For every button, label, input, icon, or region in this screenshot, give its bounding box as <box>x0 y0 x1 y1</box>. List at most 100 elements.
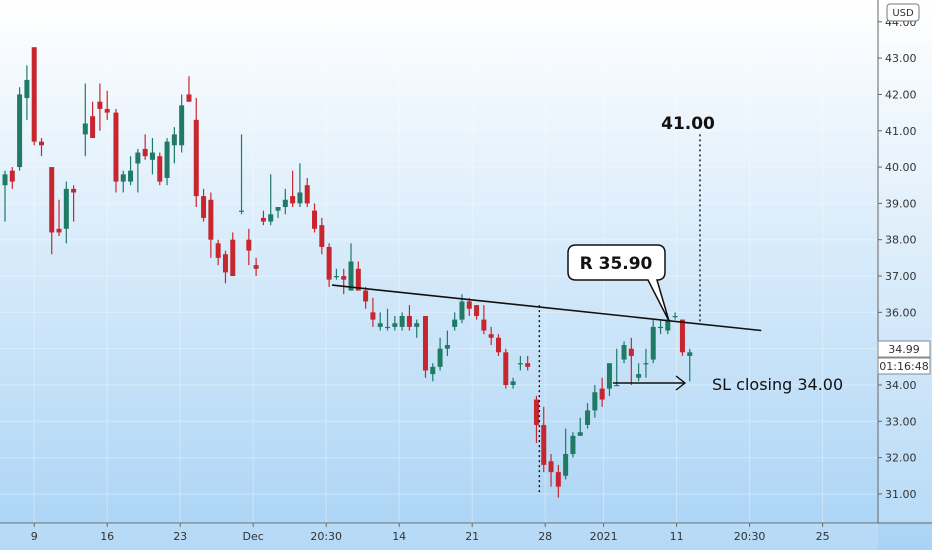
candle <box>606 363 612 396</box>
candle <box>437 337 443 371</box>
candle-body <box>679 319 685 353</box>
candle <box>71 185 77 222</box>
candle <box>650 319 656 364</box>
candle-body <box>326 246 332 280</box>
y-tick-label: 41.00 <box>885 125 917 138</box>
candle <box>24 65 30 120</box>
candle-body <box>481 319 487 331</box>
time-scale[interactable] <box>0 523 878 550</box>
candle-body <box>63 188 69 229</box>
candle <box>599 377 605 407</box>
candle-body <box>563 453 569 476</box>
candle-body <box>517 363 523 365</box>
candle <box>510 377 516 389</box>
candle-body <box>268 214 274 222</box>
countdown-label: 01:16:48 <box>879 360 928 373</box>
candle <box>621 341 627 364</box>
candle-body <box>193 119 199 197</box>
candle-body <box>17 94 23 168</box>
candle <box>297 163 303 208</box>
price-scale[interactable] <box>878 0 932 523</box>
candle <box>333 268 339 280</box>
candle-body <box>585 410 591 425</box>
candle <box>563 428 569 480</box>
y-tick-label: 43.00 <box>885 52 917 65</box>
resistance-label: R 35.90 <box>580 254 653 274</box>
candle-body <box>452 319 458 327</box>
candle <box>319 217 325 255</box>
candle-body <box>142 148 148 157</box>
candle-body <box>179 105 185 146</box>
candle-body <box>474 305 480 316</box>
stop-loss-label: SL closing 34.00 <box>712 375 843 394</box>
candle <box>444 330 450 356</box>
candle-body <box>120 174 126 182</box>
x-tick-label: 2021 <box>590 530 618 543</box>
candle <box>687 348 693 382</box>
candle-body <box>628 348 634 356</box>
x-tick-label: 16 <box>100 530 114 543</box>
candle <box>17 87 23 171</box>
x-tick-label: 11 <box>670 530 684 543</box>
candle-body <box>406 315 412 327</box>
candle-body <box>2 174 8 186</box>
candle-body <box>459 301 465 320</box>
x-tick-label: 21 <box>465 530 479 543</box>
target-price-label: 41.00 <box>661 114 715 134</box>
candle <box>399 312 405 331</box>
candle-body <box>555 472 561 487</box>
candle-body <box>541 424 547 465</box>
candle <box>142 134 148 160</box>
x-tick-label: 20:30 <box>734 530 766 543</box>
currency-label: USD <box>892 8 914 19</box>
candle <box>643 348 649 378</box>
candle-body <box>246 239 252 251</box>
candle <box>230 232 236 277</box>
candle <box>377 312 383 331</box>
candle-body <box>9 170 15 182</box>
candle-body <box>24 79 30 99</box>
candle <box>82 83 88 157</box>
candle-body <box>636 374 642 378</box>
candle-body <box>282 199 288 208</box>
candle-body <box>422 315 428 371</box>
candle <box>614 348 620 387</box>
x-tick-label: 23 <box>173 530 187 543</box>
candle-body <box>503 352 509 385</box>
candle-body <box>643 363 649 365</box>
y-tick-label: 32.00 <box>885 452 917 465</box>
y-tick-label: 33.00 <box>885 415 917 428</box>
x-tick-label: 14 <box>392 530 406 543</box>
candle <box>363 286 369 309</box>
candle-body <box>525 363 531 367</box>
candle <box>665 319 671 335</box>
candle <box>157 152 163 186</box>
candle <box>385 308 391 331</box>
candle <box>282 188 288 215</box>
currency-badge[interactable]: USD <box>886 3 920 22</box>
candle-body <box>377 323 383 327</box>
candle <box>466 297 472 316</box>
y-tick-label: 37.00 <box>885 270 917 283</box>
candle <box>503 348 509 389</box>
candle-body <box>414 323 420 327</box>
candle-body <box>533 399 539 425</box>
y-tick-label: 38.00 <box>885 234 917 247</box>
candle <box>9 167 15 189</box>
candle <box>488 326 494 346</box>
candle-body <box>149 152 155 160</box>
x-tick-label: 9 <box>31 530 38 543</box>
candle <box>149 138 155 175</box>
y-tick-label: 36.00 <box>885 306 917 319</box>
candle-body <box>164 141 170 178</box>
candle-body <box>548 461 554 473</box>
candle-body <box>592 392 598 411</box>
candle-body <box>215 243 221 258</box>
candle <box>577 417 583 436</box>
candle-body <box>319 225 325 247</box>
candle <box>215 239 221 266</box>
candles <box>2 47 693 498</box>
candle <box>414 319 420 338</box>
